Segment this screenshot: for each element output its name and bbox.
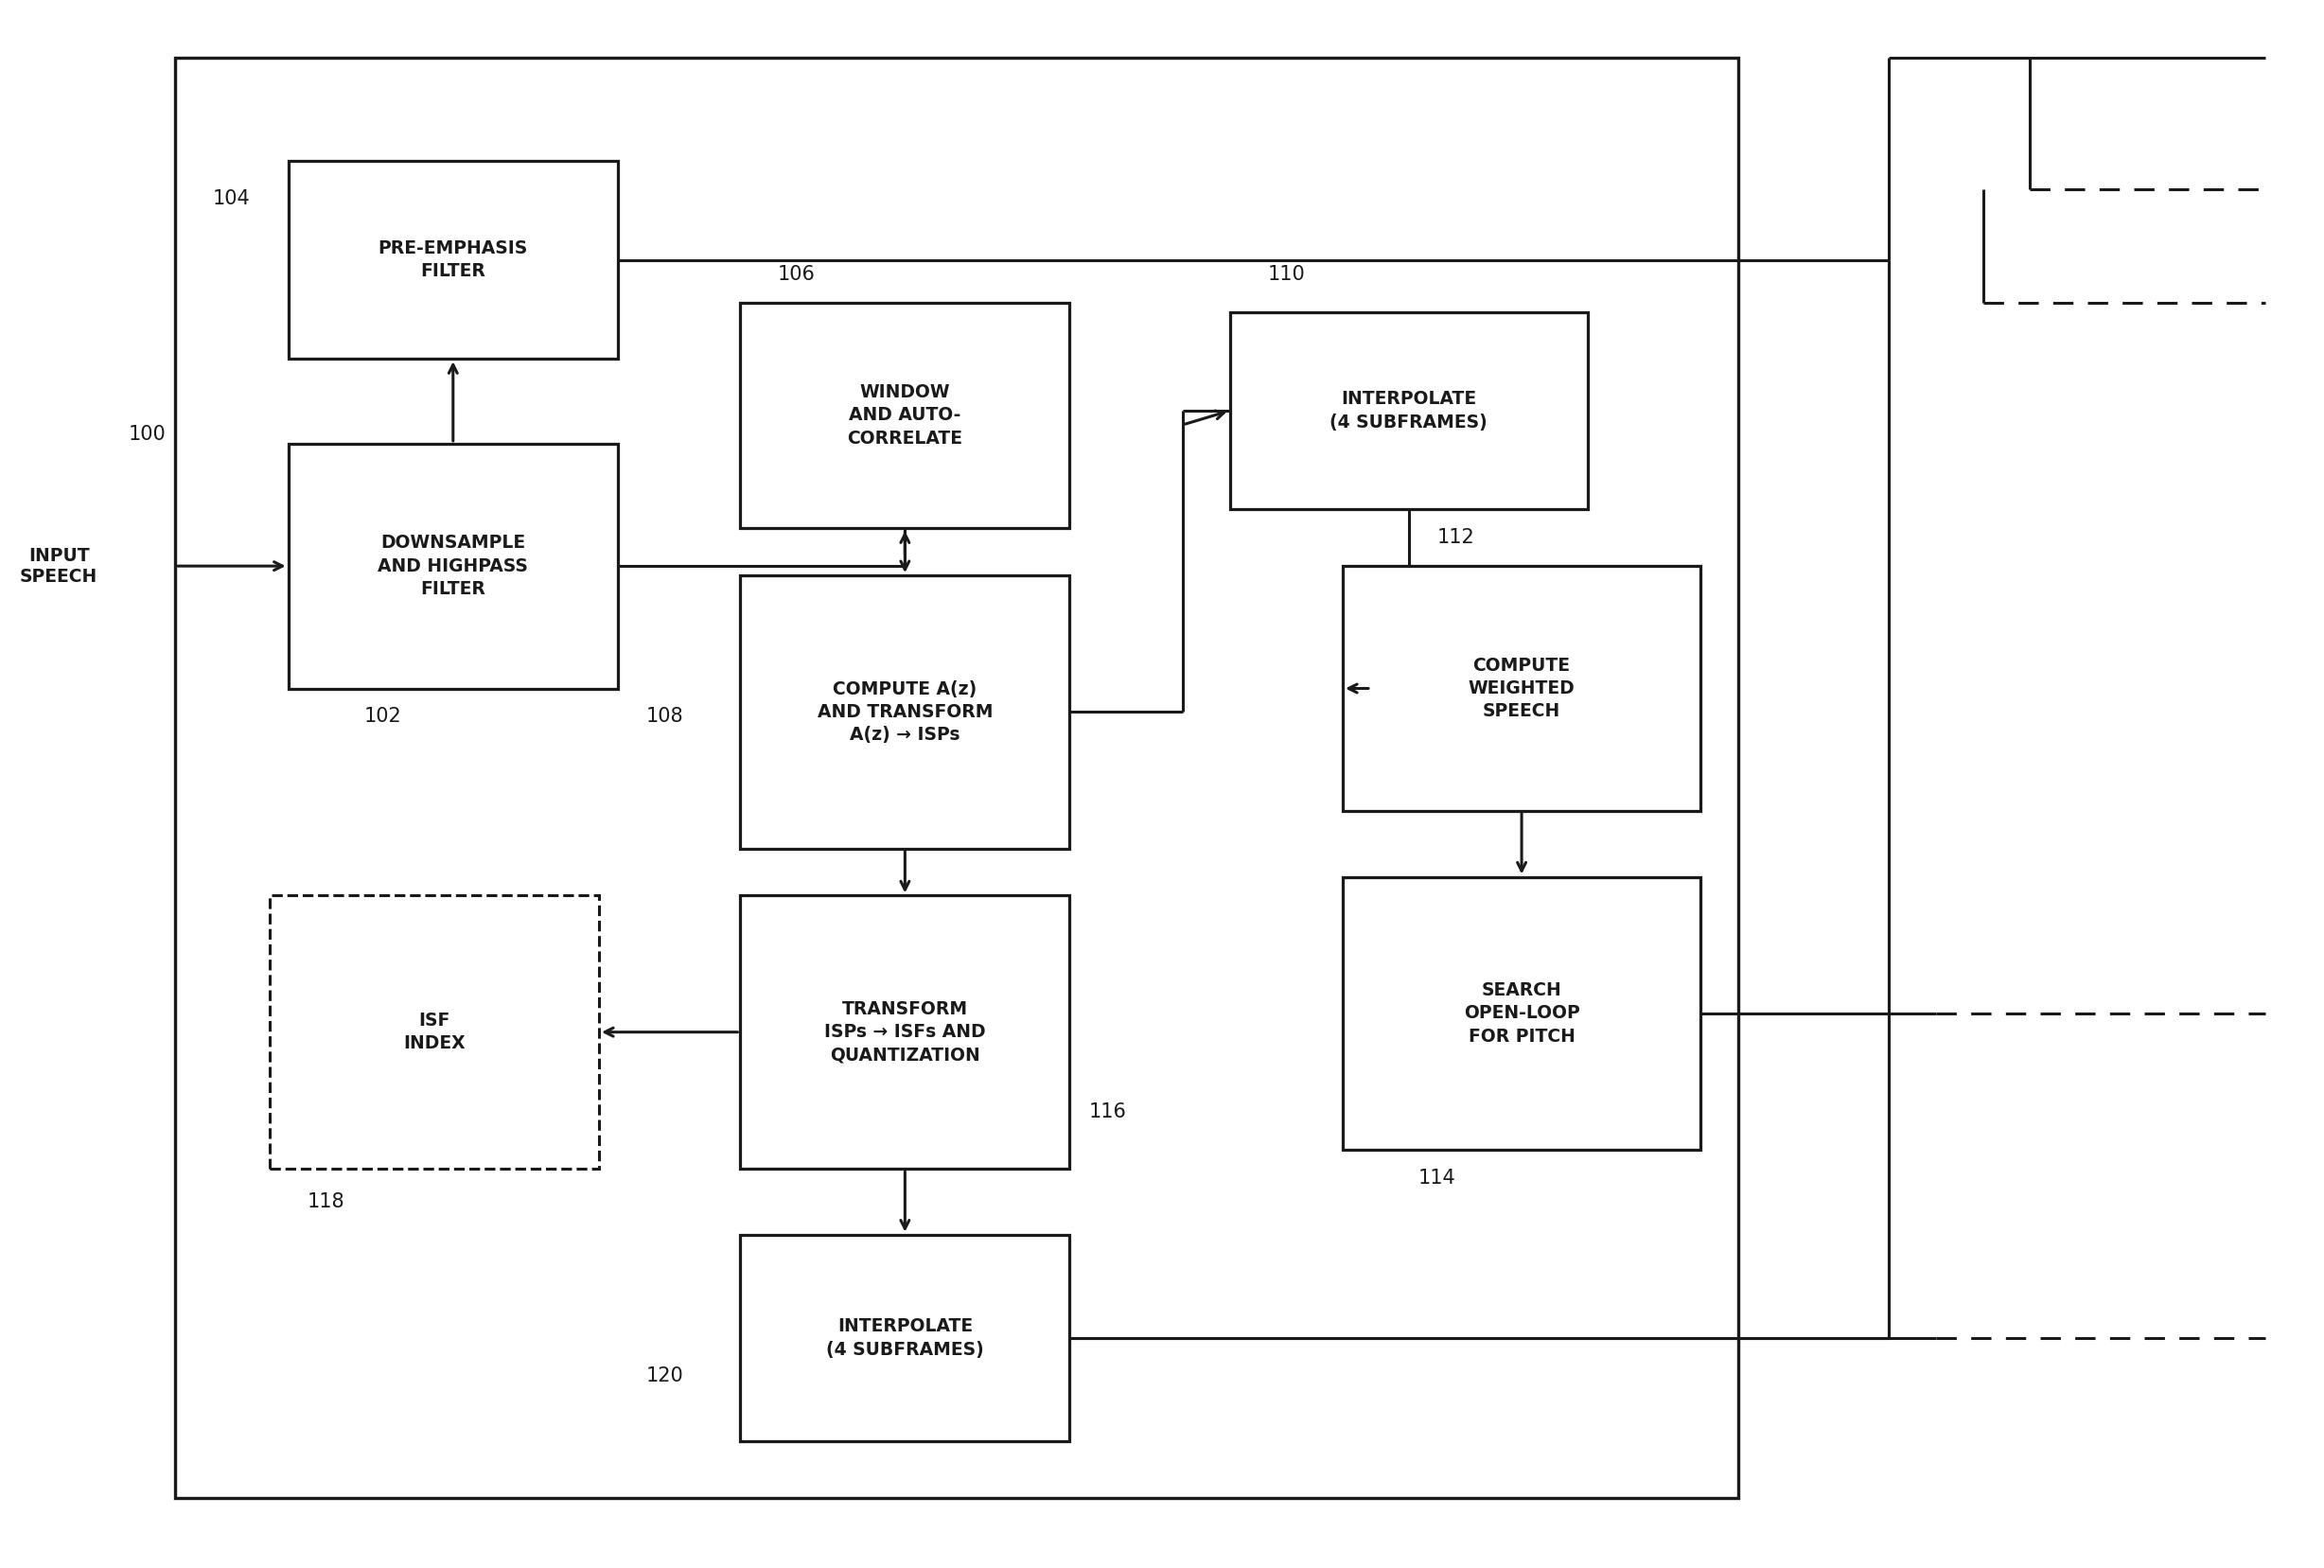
Text: 118: 118 [307,1192,344,1210]
Text: 120: 120 [646,1366,683,1385]
Text: INTERPOLATE
(4 SUBFRAMES): INTERPOLATE (4 SUBFRAMES) [1329,390,1487,431]
FancyBboxPatch shape [288,444,618,688]
Text: INTERPOLATE
(4 SUBFRAMES): INTERPOLATE (4 SUBFRAMES) [825,1317,983,1358]
Text: 106: 106 [779,265,816,284]
FancyBboxPatch shape [288,162,618,359]
Text: 116: 116 [1088,1102,1127,1121]
Text: PRE-EMPHASIS
FILTER: PRE-EMPHASIS FILTER [379,240,528,281]
Text: ISF
INDEX: ISF INDEX [402,1011,465,1052]
FancyBboxPatch shape [270,895,600,1168]
Text: TRANSFORM
ISPs → ISFs AND
QUANTIZATION: TRANSFORM ISPs → ISFs AND QUANTIZATION [825,1000,985,1065]
Text: SEARCH
OPEN-LOOP
FOR PITCH: SEARCH OPEN-LOOP FOR PITCH [1464,982,1580,1046]
Text: 110: 110 [1267,265,1306,284]
Text: INPUT
SPEECH: INPUT SPEECH [21,547,98,585]
Text: COMPUTE
WEIGHTED
SPEECH: COMPUTE WEIGHTED SPEECH [1469,657,1576,720]
FancyBboxPatch shape [1343,877,1701,1149]
FancyBboxPatch shape [1229,312,1587,510]
FancyBboxPatch shape [741,303,1069,528]
FancyBboxPatch shape [1343,566,1701,811]
Text: 102: 102 [363,707,402,726]
Text: 104: 104 [214,190,251,209]
Text: 112: 112 [1436,528,1473,547]
FancyBboxPatch shape [741,575,1069,848]
Text: WINDOW
AND AUTO-
CORRELATE: WINDOW AND AUTO- CORRELATE [848,384,962,447]
Text: 108: 108 [646,707,683,726]
FancyBboxPatch shape [741,895,1069,1168]
Text: 100: 100 [128,425,165,444]
Text: COMPUTE A(z)
AND TRANSFORM
A(z) → ISPs: COMPUTE A(z) AND TRANSFORM A(z) → ISPs [818,681,992,743]
Text: 114: 114 [1418,1168,1455,1187]
FancyBboxPatch shape [741,1234,1069,1441]
Text: DOWNSAMPLE
AND HIGHPASS
FILTER: DOWNSAMPLE AND HIGHPASS FILTER [379,535,528,597]
